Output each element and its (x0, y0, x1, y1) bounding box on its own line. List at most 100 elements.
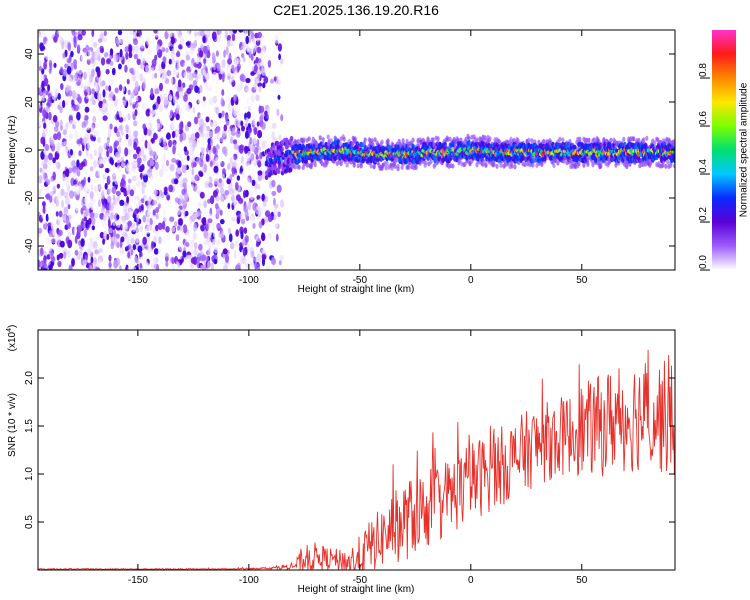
heatmap-cell (139, 73, 143, 82)
heatmap-cell (65, 218, 70, 225)
heatmap-cell (270, 78, 274, 84)
heatmap-cell (131, 45, 136, 54)
heatmap-cell (177, 79, 182, 88)
heatmap-cell (205, 30, 210, 39)
heatmap-cell (64, 197, 70, 206)
heatmap-cell (278, 53, 281, 61)
heatmap-cell (60, 188, 65, 197)
heatmap-cell (122, 174, 126, 180)
heatmap-cell (176, 104, 180, 112)
heatmap-cell (80, 55, 85, 61)
heatmap-cell (205, 255, 209, 262)
heatmap-cell (151, 240, 154, 250)
heatmap-cell (112, 218, 116, 227)
heatmap-cell (227, 162, 231, 170)
heatmap-cell (54, 75, 58, 81)
heatmap-cell (263, 76, 269, 84)
heatmap-cell (112, 155, 117, 161)
heatmap-cell (134, 109, 138, 117)
heatmap-cell (53, 133, 58, 141)
heatmap-cell (136, 258, 140, 268)
heatmap-cell (131, 75, 137, 82)
heatmap-cell (165, 226, 170, 233)
heatmap-cell (100, 220, 105, 227)
heatmap-cell (380, 139, 384, 145)
heatmap-cell (75, 202, 81, 212)
heatmap-cell (240, 120, 244, 127)
heatmap-cell (50, 139, 55, 147)
heatmap-cell (231, 75, 235, 82)
heatmap-cell (89, 97, 93, 107)
heatmap-cell (103, 36, 108, 42)
heatmap-cell (91, 172, 96, 178)
heatmap-cell (81, 30, 86, 36)
heatmap-cell (170, 194, 176, 199)
heatmap-cell (267, 60, 272, 68)
heatmap-cell (155, 224, 159, 232)
heatmap-cell (61, 200, 64, 209)
heatmap-cell (73, 77, 79, 83)
heatmap-cell (183, 108, 188, 118)
heatmap-cell (240, 255, 246, 265)
heatmap-cell (105, 68, 110, 75)
heatmap-cell (208, 176, 213, 184)
heatmap-cell (39, 42, 44, 52)
heatmap-cell (183, 61, 188, 69)
heatmap-cell (187, 121, 192, 128)
heatmap-cell (89, 166, 94, 172)
heatmap-cell (193, 223, 197, 233)
heatmap-cell (132, 104, 136, 109)
heatmap-cell (227, 40, 232, 47)
heatmap-cell (146, 210, 152, 219)
heatmap-cell (161, 220, 166, 230)
heatmap-cell (202, 35, 206, 44)
heatmap-cell (262, 82, 266, 89)
heatmap-cell (219, 219, 225, 225)
heatmap-cell (108, 218, 111, 229)
heatmap-cell (105, 85, 109, 91)
heatmap-cell (108, 85, 112, 92)
heatmap-cell (87, 67, 91, 77)
heatmap-cell (73, 184, 79, 190)
heatmap-cell (228, 52, 232, 62)
heatmap-cell (48, 59, 53, 68)
heatmap-cell (224, 254, 230, 263)
heatmap-cell (120, 156, 125, 164)
heatmap-cell (228, 79, 232, 85)
heatmap-cell (257, 130, 263, 139)
heatmap-cell (218, 112, 222, 119)
heatmap-cell (116, 214, 120, 220)
heatmap-cell (166, 194, 171, 201)
heatmap-cell (237, 262, 241, 268)
heatmap-cell (38, 175, 43, 184)
heatmap-cell (530, 138, 534, 144)
heatmap-cell (278, 226, 284, 236)
heatmap-cell (178, 218, 183, 226)
heatmap-cell (192, 71, 198, 79)
heatmap-cell (208, 165, 214, 175)
heatmap-cell (176, 208, 182, 216)
heatmap-cell (139, 63, 144, 70)
heatmap-cell (73, 59, 77, 67)
heatmap-cell (98, 181, 103, 192)
heatmap-cell (149, 34, 153, 43)
heatmap-cell (221, 100, 226, 107)
heatmap-cell (88, 218, 92, 225)
heatmap-cell (86, 58, 91, 65)
heatmap-cell (183, 94, 188, 102)
heatmap-cell (101, 187, 106, 195)
heatmap-cell (39, 167, 43, 173)
heatmap-cell (120, 99, 126, 107)
heatmap-cell (262, 201, 267, 207)
heatmap-cell (250, 114, 254, 122)
heatmap-cell (153, 30, 158, 34)
heatmap-cell (48, 68, 52, 74)
heatmap-cell (71, 258, 75, 267)
heatmap-cell (326, 134, 330, 140)
heatmap-cell (71, 171, 77, 178)
heatmap-cell (170, 36, 175, 45)
heatmap-cell (189, 62, 194, 71)
heatmap-cell (273, 214, 277, 221)
heatmap-cell (108, 267, 113, 270)
heatmap-cell (136, 214, 140, 223)
